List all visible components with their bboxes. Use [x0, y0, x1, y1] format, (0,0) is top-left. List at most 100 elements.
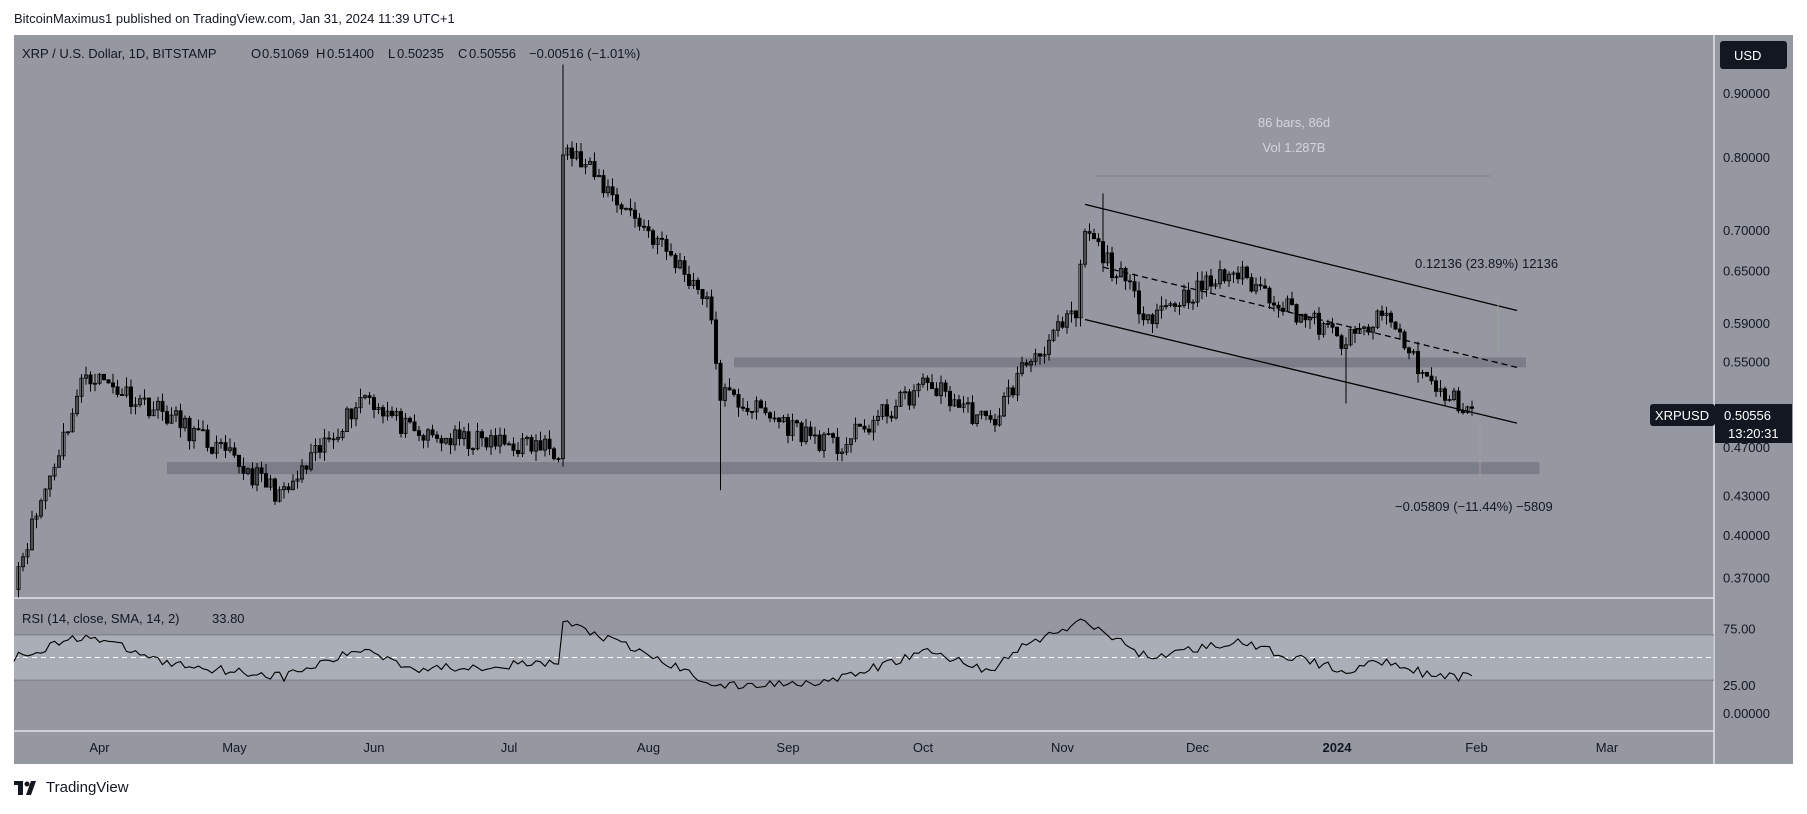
candle-body — [1218, 269, 1223, 285]
price-axis-label: 0.43000 — [1723, 489, 1770, 504]
price-axis[interactable]: 0.90000 0.80000 0.70000 0.65000 0.59000 0.550… — [1723, 86, 1770, 721]
candle-body — [155, 400, 160, 411]
price-axis-label: 0.47000 — [1723, 440, 1770, 455]
candle-body — [169, 414, 174, 424]
candle-body — [1276, 304, 1281, 309]
candle-body — [128, 386, 133, 407]
candle-body — [1200, 280, 1205, 290]
candle-body — [979, 410, 984, 416]
time-axis-label: Apr — [89, 740, 110, 755]
candle-body — [993, 419, 998, 426]
legend-symbol: XRP / U.S. Dollar, 1D, BITSTAMP — [22, 46, 217, 61]
price-tag: XRPUSD 0.50556 13:20:31 — [1650, 404, 1792, 443]
candle-body — [682, 260, 687, 275]
candle-body — [1375, 310, 1380, 328]
candle-body — [1020, 362, 1025, 374]
candle-body — [493, 435, 498, 447]
candle-body — [1299, 313, 1304, 323]
channel-upper-line — [1084, 203, 1518, 312]
candle-body — [799, 422, 804, 443]
candle-body — [1330, 323, 1335, 328]
candle-body — [200, 429, 205, 432]
candle-body — [1303, 313, 1308, 321]
candle-body — [678, 260, 683, 269]
candle-body — [763, 407, 768, 414]
candle-body — [880, 404, 885, 417]
candle-body — [556, 458, 561, 461]
tradingview-logo-icon — [14, 780, 36, 795]
bars-range-label: 86 bars, 86d — [1258, 115, 1330, 130]
candles-layer — [16, 64, 1475, 598]
rsi-axis-label: 25.00 — [1723, 678, 1756, 693]
candle-body — [606, 186, 611, 194]
candle-body — [777, 417, 782, 423]
legend-close-label: C — [458, 46, 467, 61]
candle-body — [907, 391, 912, 406]
candle-body — [313, 445, 318, 454]
candle-body — [353, 407, 358, 420]
candle-body — [227, 447, 232, 451]
candle-body — [984, 410, 989, 417]
candle-body — [669, 250, 674, 256]
candle-body — [660, 237, 665, 240]
currency-button-bg[interactable] — [1720, 41, 1787, 69]
candle-body — [610, 186, 615, 196]
candle-body — [732, 389, 737, 395]
candle-body — [331, 438, 336, 441]
candle-body — [164, 411, 169, 424]
candle-body — [705, 296, 710, 300]
candle-body — [1038, 353, 1043, 357]
footer: TradingView — [14, 779, 129, 796]
candle-body — [461, 431, 466, 440]
candle-body — [75, 395, 80, 415]
candle-body — [570, 147, 575, 159]
candle-body — [1236, 272, 1241, 280]
candle-body — [709, 296, 714, 321]
candle-body — [349, 408, 354, 420]
price-axis-label: 0.59000 — [1723, 316, 1770, 331]
candle-body — [700, 289, 705, 300]
candle-body — [142, 397, 147, 400]
time-axis[interactable]: Apr May Jun Jul Aug Sep Oct Nov Dec 2024 Feb Mar — [89, 740, 1618, 755]
currency-button[interactable]: USD — [1720, 41, 1787, 69]
candle-body — [768, 412, 773, 419]
candle-body — [70, 413, 75, 433]
candle-body — [452, 429, 457, 446]
candle-body — [1222, 269, 1227, 282]
candle-body — [939, 382, 944, 397]
candle-body — [795, 420, 800, 424]
legend-change: −0.00516 (−1.01%) — [529, 46, 640, 61]
candle-body — [398, 411, 403, 434]
price-axis-label: 0.37000 — [1723, 570, 1770, 585]
rsi-axis-label: 0.00000 — [1723, 706, 1770, 721]
candle-body — [488, 435, 493, 448]
legend-high-value: 0.51400 — [327, 46, 374, 61]
candle-body — [214, 442, 219, 454]
candle-body — [1092, 233, 1097, 240]
candle-body — [1290, 298, 1295, 305]
candle-body — [574, 151, 579, 159]
candle-body — [1024, 362, 1029, 366]
candle-body — [934, 388, 939, 397]
zones-layer — [167, 357, 1540, 475]
candle-body — [1326, 323, 1331, 325]
candle-body — [1155, 309, 1160, 325]
candle-body — [106, 379, 111, 384]
candle-body — [457, 429, 462, 440]
candle-body — [281, 486, 286, 491]
candle-body — [529, 437, 534, 452]
candle-body — [1438, 388, 1443, 392]
candle-body — [655, 237, 660, 245]
candle-body — [754, 400, 759, 413]
candle-body — [790, 420, 795, 436]
currency-button-label[interactable]: USD — [1734, 48, 1761, 63]
candle-body — [218, 442, 223, 445]
time-axis-label: Sep — [776, 740, 799, 755]
candle-body — [1470, 406, 1475, 409]
candle-body — [1317, 312, 1322, 335]
candle-body — [673, 254, 678, 269]
candle-body — [1245, 266, 1250, 278]
candle-body — [534, 440, 539, 452]
